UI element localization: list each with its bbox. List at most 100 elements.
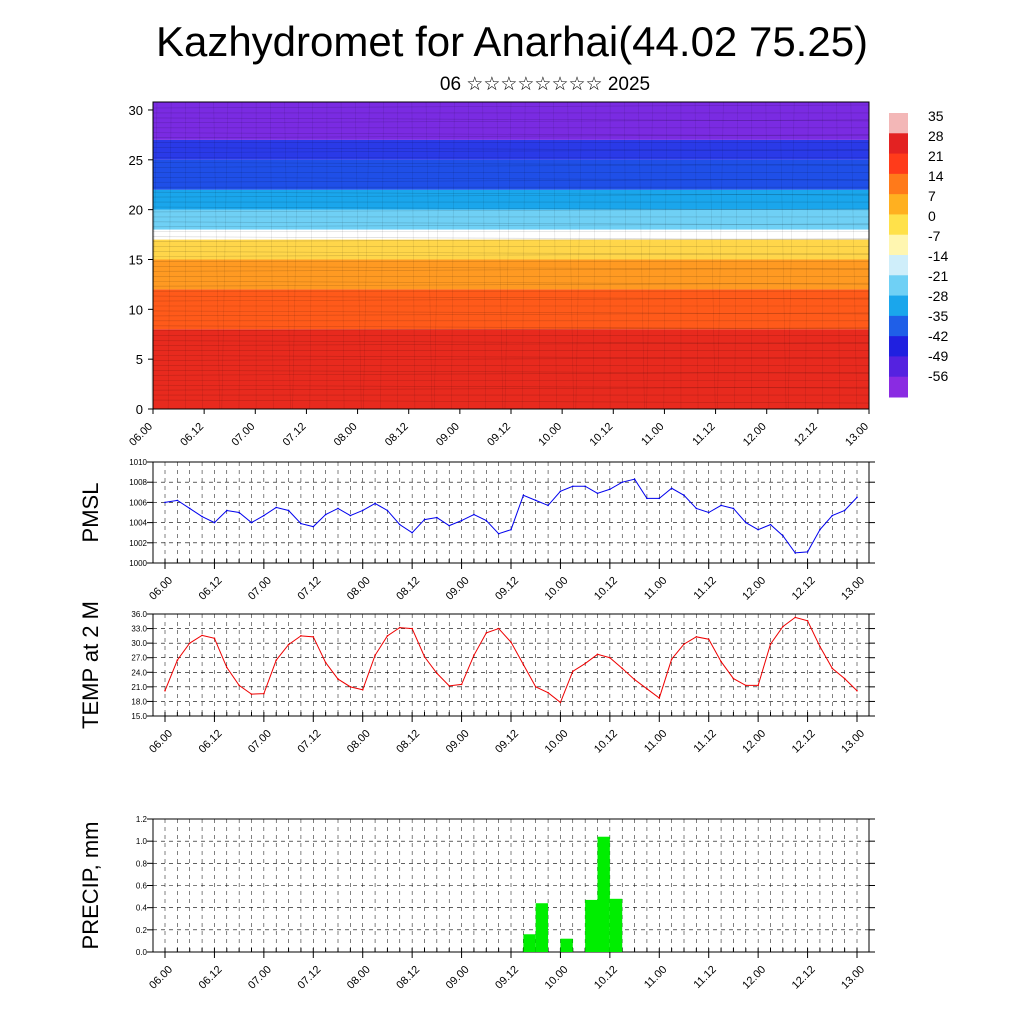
- data-point: [287, 643, 290, 646]
- y-tick-label: 1004: [129, 519, 147, 528]
- wind-line: [213, 101, 220, 410]
- wind-line: [152, 253, 870, 257]
- wind-line: [340, 101, 345, 410]
- wind-line: [152, 295, 870, 300]
- wind-line: [152, 340, 870, 344]
- wind-line: [150, 101, 158, 410]
- y-tick-label: 15: [129, 252, 143, 267]
- data-point: [324, 513, 327, 516]
- wind-line: [152, 206, 870, 211]
- y-tick-label: 0.6: [136, 882, 148, 891]
- colorbar-swatch: [889, 234, 908, 256]
- x-tick-label: 06.12: [197, 964, 225, 992]
- wind-line: [152, 208, 870, 213]
- data-point: [596, 492, 599, 495]
- wind-line: [567, 101, 574, 410]
- wind-line: [638, 101, 645, 410]
- x-tick-label: 11.00: [642, 964, 669, 991]
- wind-line: [269, 101, 274, 410]
- data-point: [312, 525, 315, 528]
- wind-line: [521, 101, 526, 410]
- wind-line: [238, 101, 243, 410]
- data-point: [633, 478, 636, 480]
- data-point: [337, 507, 339, 510]
- wind-line: [152, 238, 870, 242]
- data-point: [460, 683, 463, 686]
- data-point: [843, 509, 846, 512]
- data-point: [744, 521, 747, 524]
- colorbar-swatch: [889, 336, 908, 357]
- data-point: [559, 701, 562, 704]
- data-point: [522, 663, 525, 666]
- data-point: [831, 514, 834, 517]
- wind-line: [152, 268, 870, 272]
- heatmap-band: [153, 239, 869, 260]
- data-point: [275, 506, 278, 509]
- data-point: [757, 528, 759, 531]
- data-point: [497, 532, 500, 535]
- data-point: [398, 626, 401, 629]
- data-point: [201, 634, 203, 637]
- heatmap-band: [153, 229, 869, 240]
- data-point: [720, 504, 722, 507]
- data-point: [584, 662, 586, 665]
- data-point: [423, 655, 426, 658]
- data-point: [176, 499, 179, 502]
- data-point: [794, 616, 797, 619]
- data-point: [621, 481, 624, 484]
- x-tick-label: 07.00: [246, 964, 274, 992]
- data-point: [856, 496, 858, 499]
- data-point: [164, 501, 166, 504]
- data-point: [547, 691, 549, 694]
- data-point: [522, 494, 525, 497]
- data-point: [819, 528, 821, 531]
- data-point: [238, 684, 240, 687]
- x-tick-label: 06.00: [147, 964, 175, 992]
- colorbar-label: -7: [928, 228, 941, 244]
- colorbar-swatch: [889, 295, 908, 317]
- wind-line: [708, 101, 716, 410]
- colorbar-label: 0: [928, 208, 936, 224]
- data-point: [670, 658, 673, 660]
- precip-bar: [609, 898, 623, 952]
- data-point: [782, 625, 784, 628]
- y-tick-label: 36.0: [131, 610, 147, 619]
- y-tick-label: 1000: [129, 559, 147, 568]
- wind-line: [152, 325, 870, 330]
- y-tick-label: 5: [136, 352, 143, 367]
- y-tick-label: 20: [129, 203, 143, 218]
- data-point: [386, 509, 389, 512]
- x-tick-label: 07.12: [295, 964, 323, 992]
- data-point: [633, 678, 636, 681]
- colorbar-swatch: [889, 194, 908, 215]
- x-tick-label: 08.00: [345, 964, 373, 992]
- wind-line: [152, 342, 870, 346]
- wind-line: [779, 101, 787, 410]
- data-point: [658, 697, 661, 699]
- data-point: [312, 636, 315, 638]
- data-point: [596, 653, 599, 656]
- y-tick-label: 30: [129, 103, 143, 118]
- wind-line: [380, 101, 384, 410]
- data-point: [398, 523, 401, 526]
- wind-line: [152, 164, 870, 168]
- colorbar-swatch: [889, 113, 908, 134]
- y-tick-label: 15.0: [131, 712, 147, 721]
- wind-line: [663, 101, 668, 410]
- data-point: [300, 635, 302, 637]
- wind-line: [152, 386, 870, 391]
- colorbar-swatch: [889, 214, 908, 236]
- wind-line: [152, 178, 870, 183]
- y-tick-label: 0.4: [136, 904, 148, 913]
- x-tick-label: 13.00: [839, 964, 867, 992]
- colorbar-label: 21: [928, 148, 944, 164]
- wind-line: [152, 310, 870, 315]
- data-point: [287, 509, 290, 512]
- wind-line: [354, 101, 362, 410]
- wind-line: [850, 101, 858, 410]
- y-tick-label: 0: [136, 402, 143, 417]
- data-point: [485, 632, 488, 634]
- data-point: [201, 515, 203, 518]
- wind-line: [152, 132, 870, 137]
